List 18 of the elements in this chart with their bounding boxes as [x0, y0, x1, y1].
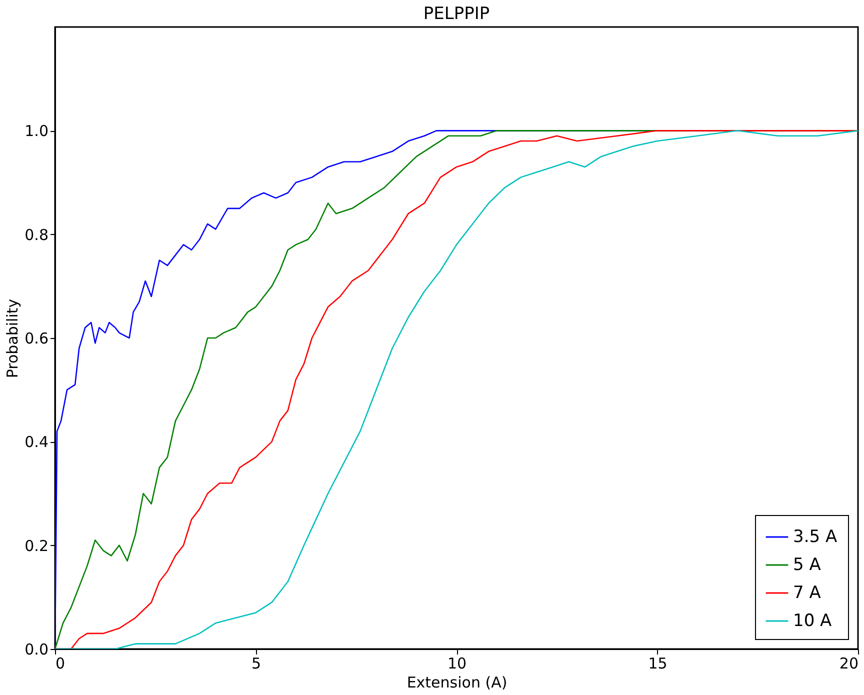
y-tick-label: 0.8 [24, 226, 48, 244]
x-tick-label: 15 [648, 654, 668, 672]
y-axis-title: Probability [4, 298, 22, 378]
y-tick-label: 0.0 [24, 640, 48, 658]
y-tick-label: 1.0 [24, 122, 48, 140]
y-tick-label: 0.2 [24, 536, 48, 555]
legend-label: 5 A [793, 555, 822, 575]
legend-label: 10 A [793, 611, 832, 631]
x-axis-title: Extension (A) [406, 674, 508, 692]
legend-label: 3.5 A [793, 527, 838, 547]
x-tick-label: 5 [251, 654, 262, 672]
x-tick-label: 10 [447, 654, 467, 672]
chart-title: PELPPIP [423, 4, 490, 24]
y-tick-label: 0.4 [24, 433, 48, 452]
legend-label: 7 A [793, 583, 822, 603]
y-tick-label: 0.6 [24, 330, 48, 348]
x-tick-label: 20 [839, 654, 858, 672]
x-tick-label: 0 [56, 654, 66, 672]
